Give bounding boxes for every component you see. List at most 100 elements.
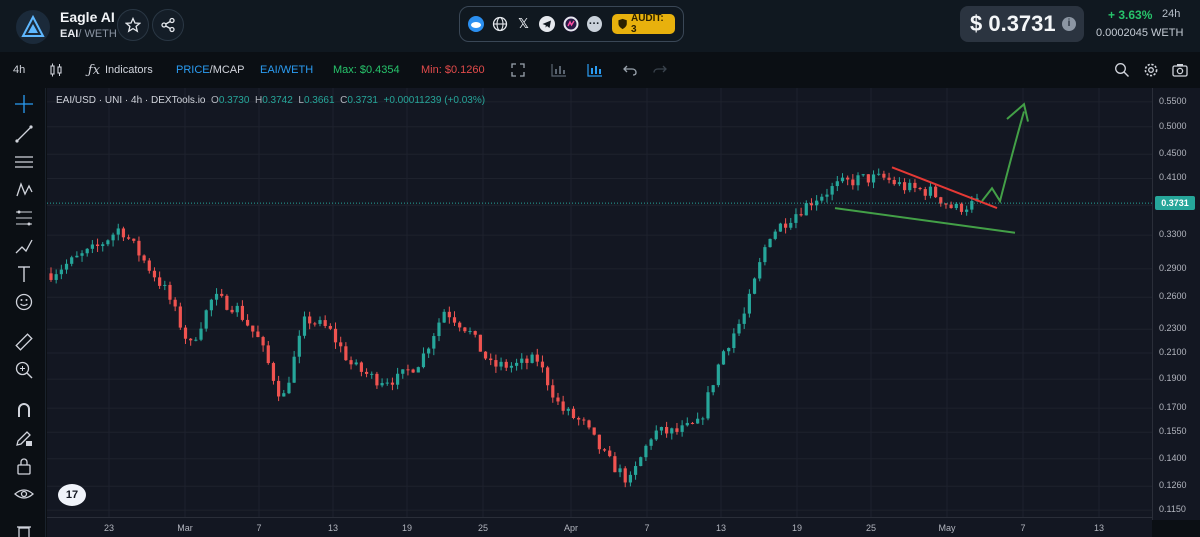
candle-body bbox=[851, 179, 855, 186]
candle-body bbox=[928, 186, 933, 196]
candle-body bbox=[592, 427, 596, 435]
redo-button[interactable] bbox=[650, 60, 670, 80]
candle-body bbox=[204, 310, 208, 329]
price-axis[interactable]: 0.55000.50000.45000.41000.37000.33000.29… bbox=[1152, 88, 1200, 520]
breakout-arrow-head bbox=[1006, 102, 1029, 122]
undo-button[interactable] bbox=[620, 60, 640, 80]
candle-body bbox=[297, 335, 301, 357]
candle-body bbox=[577, 418, 581, 420]
candle-body bbox=[194, 339, 198, 341]
candle-body bbox=[245, 319, 250, 326]
text-tool[interactable] bbox=[12, 262, 36, 286]
audit-label: AUDIT: 3 bbox=[630, 13, 664, 35]
candle-body bbox=[644, 445, 648, 458]
fullscreen-button[interactable] bbox=[508, 60, 528, 80]
price-toggle[interactable]: PRICE bbox=[176, 64, 210, 76]
time-tick-label: 7 bbox=[256, 523, 262, 533]
mcap-toggle[interactable]: MCAP bbox=[212, 64, 245, 76]
candle-body bbox=[633, 466, 638, 475]
website-icon[interactable] bbox=[492, 16, 508, 32]
audit-badge[interactable]: AUDIT: 3 bbox=[611, 13, 675, 35]
zoom-tool[interactable] bbox=[12, 358, 36, 382]
candle-body bbox=[411, 369, 415, 373]
candle-body bbox=[292, 356, 296, 383]
candle-body bbox=[323, 320, 327, 326]
visibility-tool[interactable] bbox=[12, 482, 36, 506]
candle-body bbox=[64, 263, 69, 270]
toggle-separator: / bbox=[209, 64, 213, 76]
favorite-button[interactable] bbox=[117, 9, 149, 41]
candle-body bbox=[716, 364, 720, 386]
globe-icon[interactable] bbox=[468, 16, 484, 32]
chart-settings-button[interactable] bbox=[1141, 60, 1161, 80]
candle-body bbox=[427, 348, 431, 354]
candle-body bbox=[877, 173, 881, 175]
candle-body bbox=[882, 173, 886, 178]
candle-body bbox=[706, 392, 710, 419]
info-icon[interactable]: i bbox=[1062, 17, 1076, 31]
horizontal-lines-tool[interactable] bbox=[12, 150, 36, 174]
pattern-tool[interactable] bbox=[12, 178, 36, 202]
candle-body bbox=[846, 177, 850, 180]
ruler-tool[interactable] bbox=[12, 330, 36, 354]
price-chart[interactable] bbox=[47, 88, 1152, 517]
candle-body bbox=[95, 244, 100, 247]
more-icon[interactable]: ··· bbox=[586, 16, 602, 32]
indicators-button[interactable]: ƒx bbox=[84, 60, 104, 80]
candle-body bbox=[825, 194, 829, 197]
crosshair-tool[interactable] bbox=[12, 92, 36, 116]
delete-tool[interactable] bbox=[12, 520, 36, 537]
tradingview-logo[interactable]: 17 bbox=[58, 484, 86, 506]
trendline-tool[interactable] bbox=[12, 122, 36, 146]
candle-body bbox=[866, 174, 870, 183]
dextools-icon[interactable] bbox=[562, 16, 579, 32]
candle-body bbox=[815, 200, 819, 206]
indicators-label[interactable]: Indicators bbox=[105, 64, 153, 76]
lines-icon bbox=[15, 156, 33, 168]
chart-search-button[interactable] bbox=[1112, 60, 1132, 80]
lock-icon bbox=[17, 458, 31, 475]
candle-body bbox=[566, 408, 570, 411]
candle-body bbox=[902, 182, 907, 191]
emoji-tool[interactable] bbox=[12, 290, 36, 314]
legend-close-key: C bbox=[340, 95, 348, 106]
time-axis[interactable]: 23 Mar 7 13 19 25 Apr 7 13 19 25 May 7 13 bbox=[47, 517, 1152, 537]
candle-body bbox=[918, 187, 922, 190]
lock-drawing-tool[interactable] bbox=[12, 426, 36, 450]
magnet-tool[interactable] bbox=[12, 398, 36, 422]
candle-type-button[interactable] bbox=[46, 60, 66, 80]
candle-body bbox=[778, 223, 783, 232]
fib-tool[interactable] bbox=[12, 206, 36, 230]
ruler-icon bbox=[15, 333, 33, 351]
screenshot-button[interactable] bbox=[1170, 60, 1190, 80]
x-icon[interactable]: 𝕏 bbox=[518, 16, 529, 31]
brush-tool[interactable] bbox=[12, 234, 36, 258]
pair-toggle[interactable]: EAI/WETH bbox=[260, 64, 314, 76]
candle-body bbox=[432, 336, 436, 349]
interval-selector[interactable]: 4h bbox=[13, 64, 26, 76]
candle-body bbox=[483, 351, 488, 359]
candle-body bbox=[225, 295, 229, 310]
share-button[interactable] bbox=[152, 9, 184, 41]
candlestick-chart[interactable] bbox=[47, 88, 1152, 517]
candle-body bbox=[235, 305, 239, 313]
price-tick-label: 0.4100 bbox=[1159, 172, 1187, 183]
candle-body bbox=[468, 331, 472, 333]
compare-button[interactable] bbox=[549, 60, 569, 80]
lock-tool[interactable] bbox=[12, 454, 36, 478]
candle-body bbox=[939, 197, 943, 204]
fibonacci-icon bbox=[16, 210, 32, 226]
candle-body bbox=[271, 363, 276, 381]
candle-body bbox=[401, 369, 405, 374]
chart-style-button[interactable] bbox=[585, 60, 605, 80]
price-mcap-toggle[interactable]: PRICE/MCAP bbox=[176, 64, 244, 76]
candle-body bbox=[654, 430, 658, 440]
weth-price: 0.0002045 WETH bbox=[1096, 27, 1184, 39]
pair-quote: / WETH bbox=[78, 28, 117, 40]
telegram-icon[interactable] bbox=[538, 16, 555, 32]
token-name: Eagle AI bbox=[60, 9, 115, 25]
candle-body bbox=[711, 385, 715, 393]
candle-body bbox=[520, 358, 524, 363]
candle-body bbox=[220, 293, 224, 296]
legend-low: 0.3661 bbox=[303, 95, 335, 106]
